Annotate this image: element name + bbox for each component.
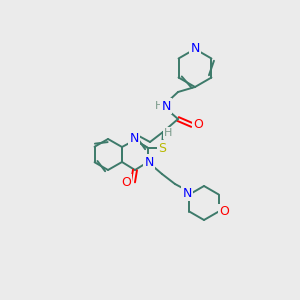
Text: N: N [144,155,154,169]
Text: N: N [190,43,200,56]
Text: N: N [129,133,139,146]
Text: S: S [158,142,166,154]
Text: N: N [161,100,171,112]
Text: O: O [193,118,203,131]
Text: O: O [121,176,131,188]
Text: H: H [155,101,163,111]
Text: N: N [183,187,192,200]
Text: H: H [164,128,172,138]
Text: O: O [219,205,229,218]
